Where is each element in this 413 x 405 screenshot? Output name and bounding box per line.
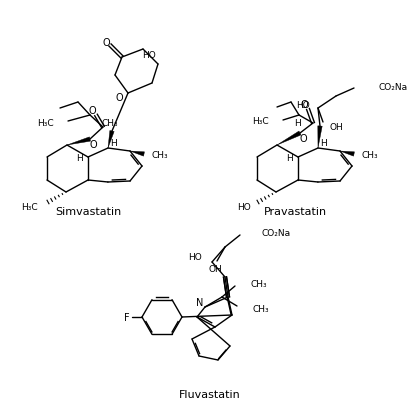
Text: H: H	[285, 154, 292, 163]
Text: CH₃: CH₃	[152, 151, 168, 160]
Text: CH₃: CH₃	[361, 151, 378, 160]
Text: H₃C: H₃C	[37, 118, 54, 127]
Text: Pravastatin: Pravastatin	[263, 207, 326, 216]
Text: H: H	[294, 118, 301, 127]
Polygon shape	[339, 151, 354, 157]
Text: HO: HO	[188, 252, 202, 261]
Text: H₃C: H₃C	[252, 117, 268, 126]
Text: OH: OH	[208, 265, 221, 274]
Text: F: F	[124, 312, 130, 322]
Text: O: O	[299, 134, 306, 144]
Text: H: H	[110, 139, 116, 148]
Text: HO: HO	[237, 203, 250, 212]
Text: O: O	[102, 38, 109, 48]
Text: O: O	[115, 93, 123, 103]
Polygon shape	[317, 126, 321, 149]
Text: O: O	[88, 106, 95, 116]
Text: O: O	[299, 100, 307, 110]
Polygon shape	[276, 132, 300, 146]
Text: H₃C: H₃C	[21, 203, 38, 212]
Text: CH₃: CH₃	[102, 119, 119, 128]
Text: CH₃: CH₃	[250, 280, 267, 289]
Text: HO: HO	[296, 100, 309, 109]
Text: H: H	[319, 139, 326, 148]
Text: O: O	[89, 140, 97, 149]
Text: HO: HO	[142, 50, 156, 60]
Text: Fluvastatin: Fluvastatin	[179, 389, 240, 399]
Text: CH₃: CH₃	[252, 305, 269, 314]
Text: CO₂Na: CO₂Na	[261, 229, 290, 238]
Polygon shape	[130, 151, 144, 157]
Text: N: N	[196, 297, 203, 307]
Text: H: H	[76, 154, 83, 163]
Text: OH: OH	[329, 123, 343, 132]
Polygon shape	[108, 131, 114, 149]
Text: Simvastatin: Simvastatin	[55, 207, 121, 216]
Text: CO₂Na: CO₂Na	[378, 82, 407, 91]
Polygon shape	[67, 138, 90, 146]
